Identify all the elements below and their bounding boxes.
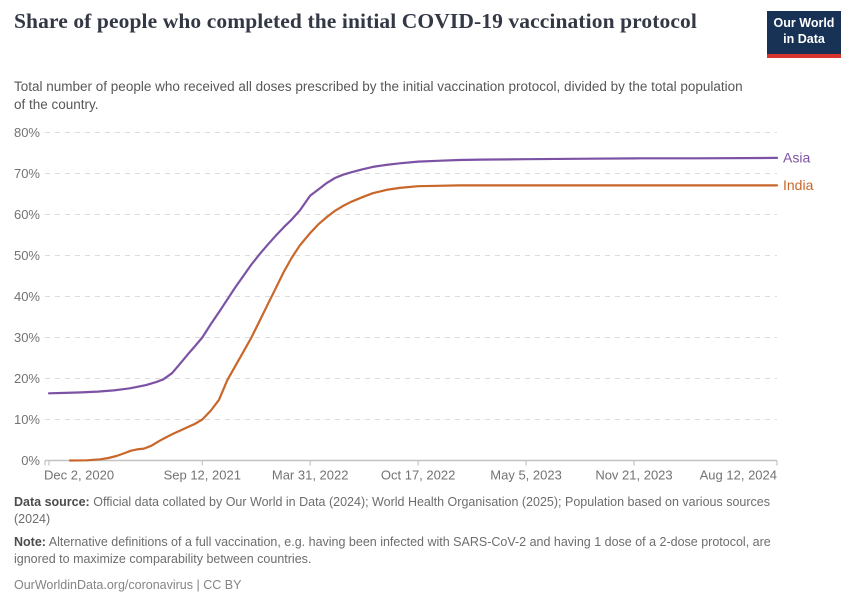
x-axis-label: Aug 12, 2024 [700,468,777,483]
note-label: Note: [14,535,46,549]
page-title: Share of people who completed the initia… [14,9,697,33]
x-axis-label: Sep 12, 2021 [164,468,241,483]
owid-logo-line2: in Data [783,31,825,46]
india-series-label: India [783,177,814,193]
chart-subtitle: Total number of people who received all … [14,78,838,113]
chart-subtitle-line2: of the country. [14,96,99,112]
license-text: OurWorldinData.org/coronavirus | CC BY [14,578,242,592]
x-axis-label: Oct 17, 2022 [381,468,455,483]
y-axis-label: 50% [14,248,40,263]
india-line [68,184,779,462]
y-axis-label: 10% [14,412,40,427]
chart-footer: Data source: Official data collated by O… [14,494,826,594]
x-axis-label: Dec 2, 2020 [44,468,114,483]
x-axis-label: May 5, 2023 [490,468,562,483]
y-axis-label: 40% [14,289,40,304]
note-text: Note: Alternative definitions of a full … [14,535,771,566]
x-axis-label: Mar 31, 2022 [272,468,349,483]
y-axis-label: 20% [14,371,40,386]
data-source-text: Data source: Official data collated by O… [14,495,770,526]
asia-series-label: Asia [783,149,810,165]
owid-logo: Our World in Data [767,11,841,58]
y-axis-label: 30% [14,330,40,345]
asia-line [47,156,779,395]
y-axis-label: 70% [14,166,40,181]
owid-logo-line1: Our World [773,16,835,30]
x-axis-label: Nov 21, 2023 [595,468,672,483]
y-axis-label: 0% [21,453,40,468]
y-axis-label: 60% [14,207,40,222]
y-axis-label: 80% [14,125,40,140]
chart-subtitle-line1: Total number of people who received all … [14,79,743,94]
data-source-label: Data source: [14,495,90,509]
